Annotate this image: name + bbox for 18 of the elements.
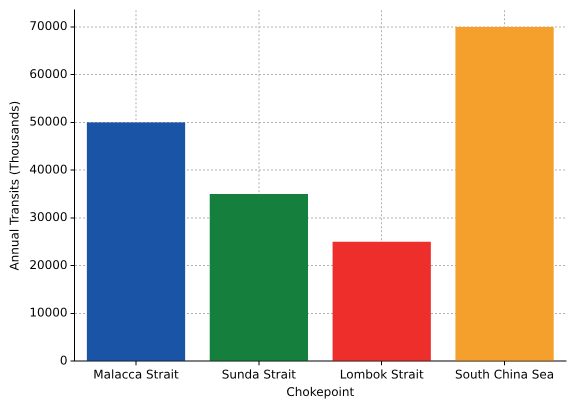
x-axis-title: Chokepoint [286, 384, 354, 399]
y-tick-label: 50000 [29, 114, 68, 129]
y-tick-label: 60000 [29, 66, 68, 81]
y-tick-label: 10000 [29, 306, 68, 320]
y-tick-label: 20000 [29, 258, 68, 272]
bar [86, 122, 186, 361]
x-tick-label: Lombok Strait [340, 368, 424, 382]
y-tick-label: 70000 [29, 19, 68, 34]
x-tick-label: Sunda Strait [222, 368, 296, 382]
y-tick-label: 40000 [29, 162, 68, 176]
y-tick-label: 30000 [29, 210, 68, 224]
y-axis-title: Annual Transits (Thousands) [7, 100, 22, 271]
bar [210, 194, 308, 361]
bar [332, 242, 431, 361]
x-tick-label: Malacca Strait [93, 368, 179, 382]
y-tick-label: 0 [60, 353, 68, 368]
bar [455, 26, 554, 361]
x-tick-label: South China Sea [455, 368, 554, 382]
